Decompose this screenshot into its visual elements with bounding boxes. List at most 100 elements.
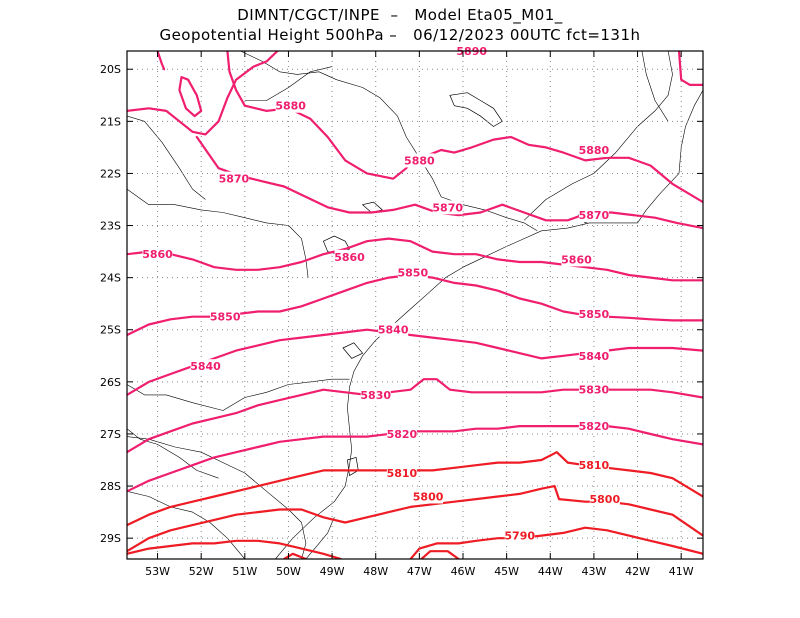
contour-label: 5850	[398, 266, 429, 279]
contour-label-bg	[578, 142, 609, 157]
y-tick-label: 24S	[100, 272, 121, 285]
contour-label-bg	[386, 466, 417, 481]
contour-label: 5870	[579, 209, 610, 222]
contour-label: 5840	[579, 350, 610, 363]
contour-line-5860	[127, 237, 703, 282]
contour-label-bg	[142, 247, 173, 262]
contour-label: 5790	[504, 530, 535, 543]
contour-label-bg	[561, 252, 592, 267]
contour-label-bg	[589, 492, 620, 507]
contour-label: 5830	[360, 389, 391, 402]
map-lake-furnas	[449, 92, 503, 127]
contour-label: 5880	[579, 144, 610, 157]
contour-line-5780	[420, 550, 460, 559]
contour-label: 5810	[387, 467, 418, 480]
x-tick-label: 50W	[276, 565, 301, 578]
x-tick-label: 48W	[363, 565, 388, 578]
map-lake-itaipu	[322, 235, 350, 255]
contour-label-bg	[386, 426, 417, 441]
contour-label: 5870	[219, 173, 250, 186]
contour-label-bg	[190, 359, 221, 374]
map-paraguay-river	[127, 428, 219, 479]
contour-line-5790	[127, 539, 342, 559]
contour-line-5890	[178, 76, 203, 118]
chart-title-line-2: Geopotential Height 500hPa – 06/12/2023 …	[159, 26, 641, 44]
contour-line-5880	[156, 51, 166, 71]
map-lake-tiete	[361, 201, 384, 213]
map-coastline	[275, 89, 703, 559]
x-tick-label: 42W	[625, 565, 650, 578]
map-boundary-mg-rj	[523, 51, 673, 221]
contour-label: 5850	[579, 308, 610, 321]
map-boundary-west	[127, 188, 309, 278]
y-tick-label: 26S	[100, 376, 121, 389]
contour-label: 5830	[579, 384, 610, 397]
map-boundary-pr-sc	[127, 378, 350, 411]
contour-label-bg	[432, 200, 463, 215]
contour-label-bg	[378, 322, 409, 337]
contour-line-5890	[127, 51, 279, 136]
map-boundary-ne	[641, 51, 669, 122]
contour-label-bg	[578, 382, 609, 397]
x-tick-label: 45W	[494, 565, 519, 578]
chart-title-line-1: DIMNT/CGCT/INPE – Model Eta05_M01_	[237, 6, 563, 24]
x-tick-label: 52W	[189, 565, 214, 578]
grid-layer	[127, 51, 703, 559]
contour-label: 5810	[579, 459, 610, 472]
map-boundary-sc-rs	[127, 436, 307, 559]
contour-label-bg	[275, 98, 306, 113]
contour-label-bg	[578, 348, 609, 363]
x-tick-label: 51W	[232, 565, 257, 578]
map-bay-paranagua	[342, 342, 364, 359]
x-tick-label: 44W	[538, 565, 563, 578]
map-boundary-ms	[127, 115, 206, 200]
contour-line-5810	[127, 451, 703, 527]
contour-label-bg	[360, 387, 391, 402]
x-tick-label: 43W	[581, 565, 606, 578]
y-tick-label: 27S	[100, 428, 121, 441]
contour-line-5880	[226, 51, 703, 204]
contour-label: 5800	[413, 490, 444, 503]
contour-line-5790	[409, 526, 703, 559]
contour-label-bg	[504, 528, 535, 543]
contour-label: 5840	[378, 324, 409, 337]
y-tick-label: 28S	[100, 480, 121, 493]
contour-label-bg	[578, 307, 609, 322]
contour-label-bg	[578, 458, 609, 473]
contour-label-bg	[397, 265, 428, 280]
y-tick-label: 20S	[100, 63, 121, 76]
y-tick-label: 29S	[100, 532, 121, 545]
contour-label-bg	[413, 489, 444, 504]
contour-label-bg	[404, 153, 435, 168]
contour-label: 5870	[432, 201, 463, 214]
contour-label: 5820	[387, 428, 418, 441]
map-river-grande	[244, 66, 333, 101]
contour-label: 5850	[210, 311, 241, 324]
x-tick-label: 49W	[320, 565, 345, 578]
contour-label: 5860	[142, 248, 173, 261]
contour-label-bg	[218, 171, 249, 186]
x-tick-label: 47W	[407, 565, 432, 578]
y-tick-label: 25S	[100, 324, 121, 337]
contour-line-5830	[127, 378, 703, 454]
contour-label-bg	[578, 208, 609, 223]
x-tick-label: 41W	[669, 565, 694, 578]
contour-label: 5840	[190, 360, 221, 373]
contour-label-bg	[334, 249, 365, 264]
contour-label: 5860	[334, 251, 365, 264]
x-tick-label: 53W	[145, 565, 170, 578]
axis-layer: 53W 52W 51W 50W 49W 48W 47W 46W 45W 44W 43W 42W 41W 2…	[100, 51, 703, 578]
y-tick-label: 21S	[100, 115, 121, 128]
contour-line-5780	[283, 552, 307, 559]
contour-label: 5880	[275, 100, 306, 113]
contour-line-5890	[677, 51, 703, 86]
plot-frame	[126, 50, 704, 560]
map-boundary-sp-mg	[240, 51, 538, 232]
x-tick-label: 46W	[451, 565, 476, 578]
contour-label-bg	[578, 419, 609, 434]
contour-label: 5800	[590, 493, 621, 506]
contour-label-bg	[210, 309, 241, 324]
contour-label: 5820	[579, 420, 610, 433]
